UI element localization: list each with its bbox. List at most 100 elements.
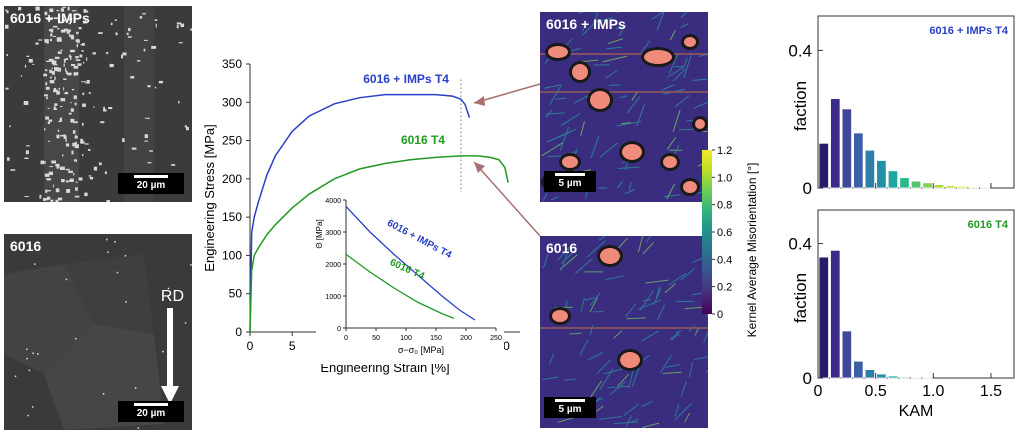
imp-particle [63,58,66,63]
imp-particle [144,140,148,142]
imp-particle [98,162,102,166]
misorientation-line [660,84,676,91]
imp-particle [65,138,67,142]
misorientation-line [670,329,682,341]
imp-particle [52,25,58,28]
inset-y-tick-label: 3000 [325,230,341,237]
imp-particle [109,63,114,68]
imp-particle [48,171,54,176]
inset-x-tick-label: 100 [400,335,412,342]
misorientation-line [694,356,708,361]
imp-particle [127,36,132,38]
misorientation-line [625,414,633,428]
imp-particle [46,190,51,192]
hist-bar [864,149,876,189]
x-tick-label: 1.5 [980,383,1002,400]
imp-particle [51,71,55,75]
particle [695,119,705,129]
misorientation-line [586,240,606,258]
imp-particle [67,72,72,76]
misorientation-line [629,418,639,424]
hist-bar [899,177,910,189]
x-tick-label: 1.0 [922,383,944,400]
ebsd-imps-scalebar: 5 µm [544,171,596,192]
imp-particle [82,103,86,107]
imp-particle [55,188,60,193]
imp-particle [71,88,75,91]
sem-micrograph-imps: 6016 + IMPs 20 µm [4,6,192,202]
misorientation-line [694,327,700,336]
misorientation-line [616,181,624,189]
y-tick-label: 50 [229,287,243,301]
misorientation-line [656,12,665,31]
rolling-direction-label: RD [160,288,184,413]
y-tick-label: 300 [222,95,242,109]
imp-particle [144,134,148,139]
imp-particle [137,60,141,62]
imp-particle [121,54,124,59]
imp-particle [67,31,70,34]
misorientation-line [657,304,666,320]
imp-particle [62,6,66,9]
imp-particle [60,29,66,33]
imp-particle [71,10,77,12]
hist-bar [910,376,922,379]
series-line [249,155,509,333]
imp-particle [154,86,157,89]
imp-particle [103,106,106,111]
misorientation-line [655,285,661,300]
imp-particle [56,37,62,41]
imp-particle [47,121,51,125]
imp-particle [131,147,137,150]
imp-particle [65,67,67,72]
imp-particle [58,21,63,24]
ebsd-6016-scale-label: 5 µm [558,404,582,415]
imp-particle [70,108,75,112]
imp-particle [68,22,71,25]
imp-particle [78,26,82,30]
misorientation-line [544,84,562,89]
hist-bar [933,184,945,189]
imp-particle [63,135,67,139]
misorientation-line [703,330,708,343]
imp-particle [55,199,59,202]
hist-bar [922,182,933,189]
misorientation-line [589,296,599,313]
particle [552,310,568,322]
hist-bar [853,132,864,189]
imp-particle [73,65,79,69]
sem-imps-texture [4,6,192,202]
particle [600,248,620,264]
imp-particle [45,189,48,193]
imp-particle [49,80,55,84]
imp-particle [69,178,74,181]
misorientation-line [626,95,641,114]
y-axis-label: faction [791,273,810,323]
misorientation-line [580,297,586,312]
series-line [249,93,471,333]
particle [167,287,170,290]
hist-title: 6016 T4 [968,219,1009,231]
misorientation-line [559,127,570,151]
imp-particle [51,160,56,164]
imp-particle [69,34,74,38]
imp-particle [46,178,52,180]
misorientation-line [560,247,570,272]
misorientation-line [616,237,628,250]
particle [32,352,34,355]
imp-particle [93,106,95,108]
particle [125,301,127,303]
imp-particle [143,39,148,41]
misorientation-line [624,303,637,318]
particle [106,238,108,241]
misorientation-line [598,236,606,241]
imp-particle [54,103,58,106]
series-label-imps: 6016 + IMPs T4 [363,72,449,86]
imp-particle [143,48,146,52]
imp-particle [178,42,183,44]
misorientation-line [569,332,582,335]
imp-particle [75,187,78,191]
particle [31,406,34,408]
misorientation-line [642,242,655,255]
imp-particle [46,42,49,44]
